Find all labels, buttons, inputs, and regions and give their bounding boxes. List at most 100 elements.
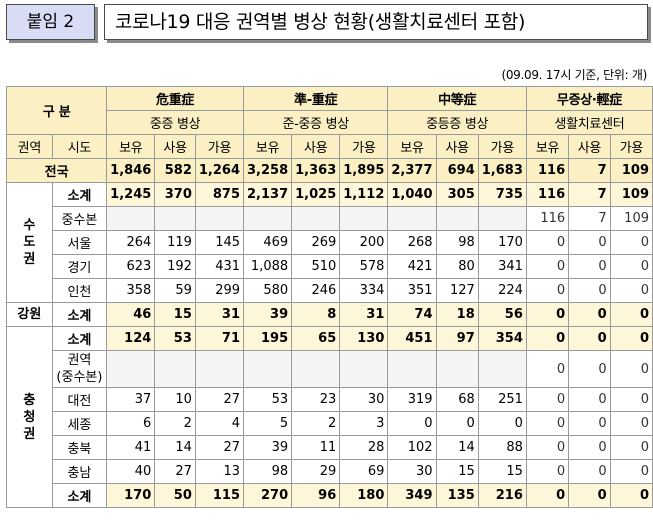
value-cell <box>154 350 196 388</box>
total-cell: 1,846 <box>106 158 156 183</box>
value-cell: 145 <box>194 230 245 255</box>
value-cell: 59 <box>154 278 196 303</box>
value-cell: 6 <box>106 411 156 436</box>
value-cell: 0 <box>609 350 653 388</box>
value-cell: 580 <box>243 278 293 303</box>
value-cell: 11 <box>291 435 341 460</box>
value-cell: 510 <box>291 254 341 279</box>
value-cell <box>477 206 527 231</box>
value-cell: 0 <box>609 302 653 327</box>
table-row: 경기 623 192 431 1,088 510 578 421 80 341 0 0 0 <box>7 254 653 279</box>
metric-header: 보유 <box>106 134 156 159</box>
value-cell: 0 <box>568 483 611 508</box>
value-cell: 0 <box>568 350 611 388</box>
value-cell: 0 <box>568 387 611 412</box>
value-cell: 23 <box>291 387 341 412</box>
value-cell: 53 <box>243 387 293 412</box>
value-cell: 50 <box>154 483 196 508</box>
value-cell: 358 <box>106 278 156 303</box>
value-cell: 200 <box>339 230 389 255</box>
value-cell: 18 <box>435 302 479 327</box>
value-cell: 98 <box>243 459 293 484</box>
total-cell: 7 <box>568 158 611 183</box>
region-name: 충 청 권 <box>6 326 53 508</box>
metric-header: 사용 <box>291 134 341 159</box>
table-row: 대전 37 10 27 53 23 30 319 68 251 0 0 0 <box>7 387 653 412</box>
metric-header: 가용 <box>477 134 527 159</box>
metric-header: 사용 <box>435 134 479 159</box>
value-cell: 0 <box>609 483 653 508</box>
value-cell <box>339 206 389 231</box>
value-cell: 14 <box>154 435 196 460</box>
value-cell: 41 <box>106 435 156 460</box>
value-cell: 469 <box>243 230 293 255</box>
value-cell: 27 <box>154 459 196 484</box>
value-cell <box>154 206 196 231</box>
value-cell: 31 <box>194 302 245 327</box>
value-cell: 319 <box>387 387 437 412</box>
value-cell <box>243 350 293 388</box>
value-cell: 0 <box>609 326 653 351</box>
group-header: 中等症 <box>387 86 527 111</box>
value-cell <box>387 206 437 231</box>
value-cell <box>291 350 341 388</box>
value-cell <box>477 350 527 388</box>
value-cell: 53 <box>154 326 196 351</box>
value-cell: 10 <box>154 387 196 412</box>
value-cell: 875 <box>194 182 245 207</box>
value-cell: 88 <box>477 435 527 460</box>
value-cell: 299 <box>194 278 245 303</box>
value-cell: 735 <box>477 182 527 207</box>
total-label: 전국 <box>5 158 108 183</box>
value-cell: 68 <box>435 387 479 412</box>
sido-label: 소계 <box>51 326 108 351</box>
value-cell: 0 <box>525 435 570 460</box>
value-cell: 0 <box>525 387 570 412</box>
total-cell: 1,683 <box>477 158 527 183</box>
value-cell <box>339 350 389 388</box>
group-header: 準-重症 <box>243 86 389 111</box>
value-cell: 0 <box>525 350 570 388</box>
gubun-header: 구 분 <box>5 86 108 135</box>
value-cell: 71 <box>194 326 245 351</box>
value-cell: 0 <box>568 326 611 351</box>
table-row: 중수본 116 7 109 <box>7 206 653 231</box>
value-cell: 15 <box>477 459 527 484</box>
value-cell: 269 <box>291 230 341 255</box>
value-cell: 0 <box>568 411 611 436</box>
total-cell: 109 <box>609 158 653 183</box>
value-cell: 116 <box>525 182 570 207</box>
value-cell <box>291 206 341 231</box>
metric-header: 가용 <box>339 134 389 159</box>
subtotal-row: 수 도 권 소계 1,245 370 875 2,137 1,025 1,112 1,040 30… <box>6 182 653 303</box>
value-cell: 0 <box>525 411 570 436</box>
value-cell: 56 <box>477 302 527 327</box>
value-cell: 30 <box>339 387 389 412</box>
value-cell: 0 <box>387 411 437 436</box>
group-header: 무증상·輕症 <box>525 86 653 111</box>
value-cell <box>435 350 479 388</box>
value-cell: 115 <box>194 483 245 508</box>
value-cell <box>435 206 479 231</box>
value-cell: 80 <box>435 254 479 279</box>
total-cell: 694 <box>435 158 479 183</box>
group-subheader: 중등증 병상 <box>387 110 527 135</box>
value-cell: 116 <box>525 206 570 231</box>
value-cell: 7 <box>568 182 611 207</box>
value-cell: 69 <box>339 459 389 484</box>
metric-header: 가용 <box>609 134 653 159</box>
value-cell: 195 <box>243 326 293 351</box>
table-row: 인천 358 59 299 580 246 334 351 127 224 0 0 0 <box>7 278 653 303</box>
sido-label: 소계 <box>51 483 108 508</box>
table-row: 서울 264 119 145 469 269 200 268 98 170 0 0 0 <box>7 230 653 255</box>
sido-label: 세종 <box>51 411 108 436</box>
value-cell: 5 <box>243 411 293 436</box>
value-cell: 341 <box>477 254 527 279</box>
value-cell: 370 <box>154 182 196 207</box>
value-cell: 0 <box>609 411 653 436</box>
sido-label: 경기 <box>51 254 108 279</box>
attachment-tag: 붙임 2 <box>6 4 95 40</box>
value-cell: 15 <box>154 302 196 327</box>
value-cell: 251 <box>477 387 527 412</box>
table-row: 권역 (중수본) 0 0 0 <box>7 350 653 388</box>
